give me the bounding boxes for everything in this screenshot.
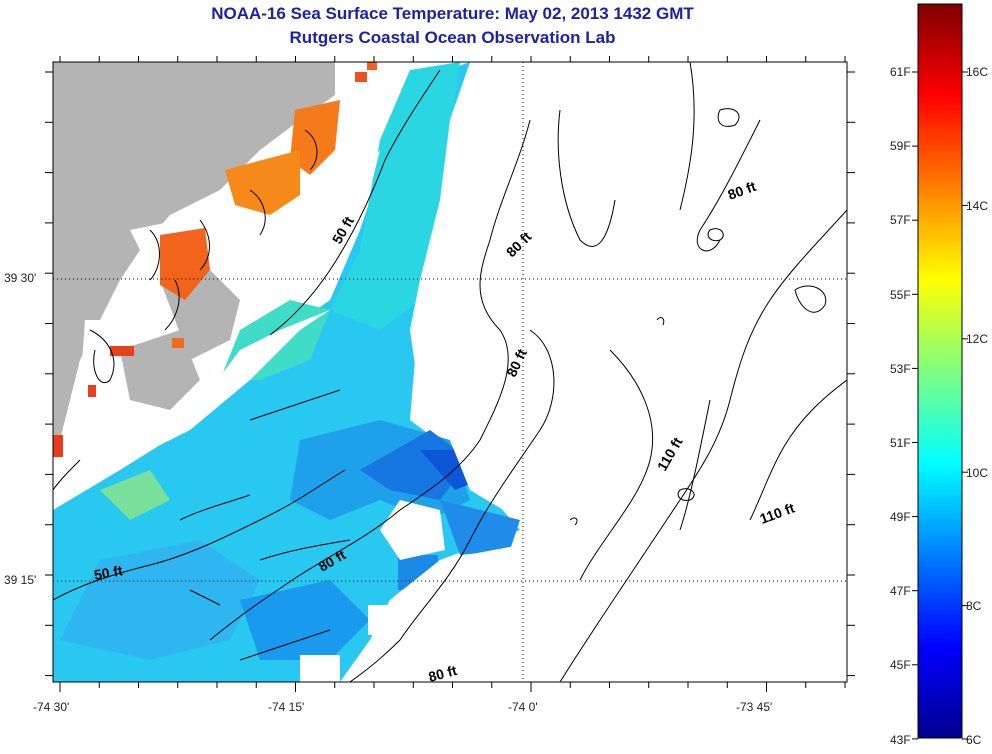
- colorbar-c-label: 12C: [966, 332, 989, 346]
- colorbar-f-label: 43F: [890, 733, 911, 747]
- map-frame: [52, 61, 848, 683]
- colorbar-f-label: 61F: [890, 65, 911, 79]
- axis-ticks: [45, 56, 855, 692]
- graticule: [53, 62, 847, 682]
- no-data-area: [340, 62, 847, 682]
- lat-label: 39 15': [4, 573, 37, 587]
- colorbar: [917, 3, 963, 739]
- contour-label: 50 ft: [93, 562, 124, 583]
- colorbar-f-label: 55F: [890, 288, 911, 302]
- colorbar-c-label: 8C: [966, 599, 982, 613]
- map-subtitle: Rutgers Coastal Ocean Observation Lab: [289, 28, 616, 47]
- colorbar-f-label: 57F: [890, 213, 911, 227]
- colorbar-f-label: 45F: [890, 658, 911, 672]
- lon-label: -74 15': [268, 700, 305, 714]
- depth-contours: [53, 62, 847, 682]
- colorbar-c-label: 14C: [966, 199, 989, 213]
- lon-label: -73 45': [736, 700, 773, 714]
- colorbar-c-label: 6C: [966, 733, 982, 747]
- colorbar-f-label: 49F: [890, 510, 911, 524]
- warm-bay-water: [53, 62, 377, 457]
- lon-label: -74 0': [508, 700, 538, 714]
- land-mass: [53, 62, 335, 460]
- colorbar-f-label: 51F: [890, 436, 911, 450]
- colorbar-f-label: 53F: [890, 362, 911, 376]
- map-title: NOAA-16 Sea Surface Temperature: May 02,…: [211, 4, 694, 23]
- colorbar-c-label: 16C: [966, 65, 989, 79]
- lon-label: -74 30': [33, 700, 70, 714]
- colorbar-f-label: 47F: [890, 584, 911, 598]
- colorbar-c-label: 10C: [966, 466, 989, 480]
- lat-label: 39 30': [4, 271, 37, 285]
- colorbar-f-label: 59F: [890, 139, 911, 153]
- contour-label: 80 ft: [427, 662, 459, 685]
